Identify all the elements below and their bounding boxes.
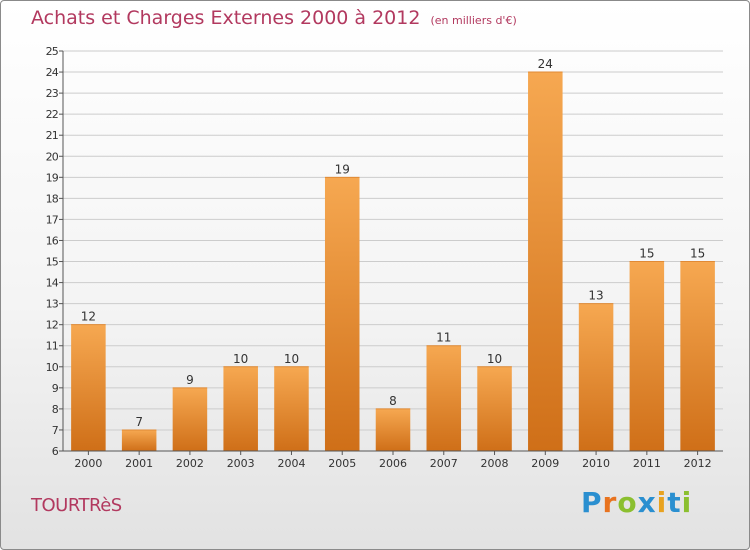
data-label: 11 bbox=[436, 331, 451, 345]
logo-letter: o bbox=[617, 486, 638, 519]
x-tick-label: 2002 bbox=[176, 457, 204, 470]
data-label: 15 bbox=[690, 247, 705, 261]
x-tick-label: 2001 bbox=[125, 457, 153, 470]
title-row: Achats et Charges Externes 2000 à 2012 (e… bbox=[31, 7, 517, 29]
y-tick-label: 15 bbox=[46, 256, 59, 269]
x-tick-label: 2008 bbox=[481, 457, 509, 470]
bars bbox=[71, 71, 715, 451]
x-tick-label: 2003 bbox=[227, 457, 255, 470]
grid-lines bbox=[63, 50, 723, 431]
bar bbox=[477, 366, 512, 451]
chart-subtitle: (en milliers d'€) bbox=[430, 14, 517, 27]
bar bbox=[426, 345, 462, 451]
bar bbox=[274, 366, 309, 451]
logo-letter: i bbox=[681, 486, 693, 519]
bar bbox=[629, 261, 665, 451]
x-tick-label: 2000 bbox=[74, 457, 102, 470]
y-tick-label: 13 bbox=[46, 298, 59, 311]
data-label: 10 bbox=[284, 352, 299, 366]
data-label: 24 bbox=[538, 57, 553, 71]
y-tick-label: 24 bbox=[46, 66, 59, 79]
chart-title: Achats et Charges Externes 2000 à 2012 bbox=[31, 7, 421, 29]
y-tick-label: 16 bbox=[46, 234, 59, 247]
y-tick-label: 23 bbox=[46, 87, 59, 100]
data-label: 7 bbox=[135, 415, 143, 429]
labels: 6 7 8 9 10 11 12 13 14 15 16 17 18 19 20 21 22 23 24 25 12 20… bbox=[46, 45, 712, 470]
y-tick-label: 14 bbox=[46, 277, 59, 290]
y-tick-label: 9 bbox=[52, 382, 59, 395]
commune-name: TOURTRèS bbox=[31, 495, 122, 516]
y-tick-label: 19 bbox=[46, 171, 59, 184]
y-tick-label: 25 bbox=[46, 45, 59, 58]
y-tick-label: 6 bbox=[52, 445, 59, 458]
x-tick-label: 2007 bbox=[430, 457, 458, 470]
bar bbox=[528, 72, 563, 451]
bar bbox=[375, 408, 411, 451]
proxiti-logo: Proxiti bbox=[581, 486, 692, 519]
y-tick-label: 8 bbox=[52, 403, 59, 416]
y-tick-label: 12 bbox=[46, 319, 58, 332]
bar bbox=[324, 177, 360, 451]
y-tick-label: 17 bbox=[46, 213, 59, 226]
data-label: 19 bbox=[335, 162, 350, 176]
data-label: 10 bbox=[233, 352, 248, 366]
x-tick-label: 2010 bbox=[582, 457, 610, 470]
bar bbox=[223, 366, 258, 451]
bar bbox=[578, 303, 614, 451]
axes bbox=[59, 50, 723, 455]
bar bbox=[71, 324, 106, 451]
x-tick-label: 2006 bbox=[379, 457, 407, 470]
bar bbox=[121, 429, 157, 451]
logo-letter: x bbox=[637, 486, 657, 519]
logo-letter: t bbox=[667, 486, 682, 519]
y-tick-label: 20 bbox=[46, 150, 59, 163]
data-label: 15 bbox=[639, 247, 654, 261]
y-tick-label: 21 bbox=[46, 129, 58, 142]
y-tick-label: 11 bbox=[46, 340, 58, 353]
y-tick-label: 18 bbox=[46, 192, 59, 205]
logo-letter: P bbox=[581, 486, 603, 519]
y-tick-label: 22 bbox=[46, 108, 58, 121]
x-tick-label: 2012 bbox=[684, 457, 712, 470]
data-label: 13 bbox=[588, 289, 603, 303]
bar bbox=[172, 387, 208, 451]
x-tick-label: 2009 bbox=[531, 457, 559, 470]
x-tick-label: 2005 bbox=[328, 457, 356, 470]
x-tick-label: 2004 bbox=[277, 457, 305, 470]
x-tick-label: 2011 bbox=[633, 457, 661, 470]
logo-letter: i bbox=[656, 486, 668, 519]
y-tick-label: 7 bbox=[52, 424, 59, 437]
logo-letter: r bbox=[602, 486, 618, 519]
data-label: 8 bbox=[389, 394, 397, 408]
y-tick-label: 10 bbox=[46, 361, 59, 374]
bar bbox=[680, 261, 715, 451]
data-label: 10 bbox=[487, 352, 502, 366]
data-label: 12 bbox=[81, 310, 96, 324]
data-label: 9 bbox=[186, 373, 194, 387]
